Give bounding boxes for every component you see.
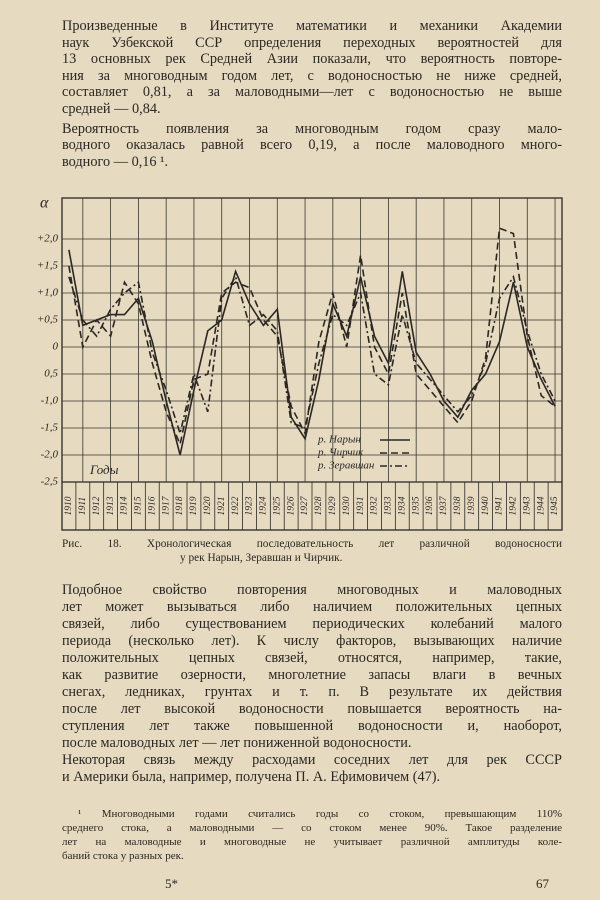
caption-line: Рис. 18. Хронологическая последовательно… <box>62 538 562 550</box>
text-line: после лет высокой водоносности повышаетс… <box>62 701 562 717</box>
x-tick-label: 1918 <box>175 496 185 515</box>
x-tick-label: 1942 <box>509 496 519 515</box>
text-line: положительных цепных связей, относятся, … <box>62 650 562 666</box>
text-line: наук Узбекской ССР определения переходны… <box>62 34 562 51</box>
x-tick-label: 1935 <box>411 496 421 515</box>
caption-line: у рек Нарын, Зеравшан и Чирчик. <box>180 552 343 564</box>
text-line: снегах, ледниках, грунтах и т. п. В резу… <box>62 684 562 700</box>
text-line: водного — 0,16 ¹. <box>62 153 169 170</box>
footnote-line: баний стока у разных рек. <box>62 850 184 862</box>
text-line: Произведенные в Институте математики и м… <box>62 18 562 34</box>
signature: 5* <box>165 876 178 891</box>
x-tick-label: 1944 <box>536 496 546 515</box>
x-tick-label: 1934 <box>397 496 407 515</box>
x-tick-label: 1933 <box>384 496 394 515</box>
x-tick-label: 1924 <box>259 496 269 515</box>
x-tick-label: 1911 <box>78 497 88 515</box>
chart: α +2,0 +1,5 +1,0 +0,5 0 0,5 -1,0 -1,5 -2,0 -2,5 191… <box>37 195 563 531</box>
y-tick-label: +0,5 <box>37 314 59 326</box>
x-tick-label: 1945 <box>550 496 560 515</box>
page-number: 67 <box>536 876 549 891</box>
legend-label: р. Зеравшан <box>317 460 375 472</box>
text-line: и Америки была, например, получена П. А.… <box>62 769 441 785</box>
x-tick-label: 1913 <box>106 496 116 515</box>
series-line <box>68 227 556 447</box>
text-line: связей, либо существованием периодически… <box>62 616 562 632</box>
text-line: ступления лет также повышенной водоносно… <box>62 718 562 734</box>
x-tick-label: 1920 <box>203 496 213 515</box>
legend-label: р. Нарын <box>317 434 361 446</box>
footnote-line: среднего стока, а маловодными — со стоко… <box>62 822 562 834</box>
x-tick-label: 1936 <box>425 496 435 515</box>
x-tick-label: 1940 <box>481 496 491 515</box>
text-line: водного оказалась равной всего 0,19, а п… <box>62 137 562 154</box>
x-tick-label: 1910 <box>64 496 74 515</box>
x-tick-label: 1930 <box>342 496 352 515</box>
y-tick-label: +2,0 <box>37 233 59 245</box>
x-tick-label: 1925 <box>272 496 282 515</box>
x-tick-label: 1922 <box>231 496 241 515</box>
y-tick-label: +1,0 <box>37 287 59 299</box>
y-tick-label: -2,5 <box>41 476 59 488</box>
x-tick-label: 1912 <box>92 496 102 515</box>
text-line: ния за многоводным годом лет, с водоносн… <box>62 67 562 84</box>
text-line: Некоторая связь между расходами соседних… <box>62 752 562 768</box>
x-tick-label: 1928 <box>314 496 324 515</box>
series-line <box>68 274 556 437</box>
text-line: лет может вызываться либо наличием полож… <box>62 599 562 615</box>
x-tick-label: 1931 <box>356 497 366 516</box>
text-line: Вероятность появления за многоводным год… <box>62 120 562 137</box>
x-tick-label: 1938 <box>453 496 463 515</box>
text-line: 13 основных рек Средней Азии показали, ч… <box>62 51 562 68</box>
y-tick-label: 0 <box>53 341 59 353</box>
x-tick-label: 1932 <box>370 496 380 515</box>
x-tick-label: 1915 <box>134 496 144 515</box>
x-tick-label: 1943 <box>522 496 532 515</box>
y-tick-label: +1,5 <box>37 260 59 272</box>
text-line: как развитие озерности, многолетние запа… <box>62 667 562 683</box>
text-line: составляет 0,81, а за маловодными—лет с … <box>62 84 562 101</box>
x-tick-label: 1941 <box>495 497 505 516</box>
series-line <box>68 249 556 456</box>
y-tick-label: 0,5 <box>44 368 58 380</box>
text-line: периода (несколько лет). К числу факторо… <box>62 633 562 649</box>
x-tick-label: 1914 <box>120 496 130 515</box>
footnote-line: лет на маловодные и многоводные не учиты… <box>62 836 562 848</box>
x-tick-label: 1917 <box>161 495 171 515</box>
plot-frame <box>61 197 563 531</box>
legend-label: р. Чирчик <box>317 447 364 459</box>
text-line: Подобное свойство повторения многоводных… <box>62 582 562 598</box>
x-tick-label: 1937 <box>439 495 449 515</box>
x-tick-label: 1929 <box>328 496 338 515</box>
x-tick-label: 1926 <box>286 496 296 515</box>
x-tick-label: 1919 <box>189 496 199 515</box>
x-tick-label: 1927 <box>300 495 310 515</box>
x-tick-label: 1916 <box>147 496 157 515</box>
y-tick-label: -1,0 <box>41 395 59 407</box>
text-line: средней — 0,84. <box>62 101 161 117</box>
x-tick-label: 1921 <box>217 497 227 516</box>
y-tick-label: -1,5 <box>41 422 59 434</box>
y-tick-label: -2,0 <box>41 449 59 461</box>
footnote-line: ¹ Многоводными годами считались годы со … <box>78 808 562 820</box>
annotation: Годы <box>89 462 119 477</box>
y-axis-label: α <box>40 195 49 212</box>
x-tick-label: 1939 <box>467 496 477 515</box>
text-line: после маловодных лет — лет пониженной во… <box>62 735 412 751</box>
x-tick-label: 1923 <box>245 496 255 515</box>
